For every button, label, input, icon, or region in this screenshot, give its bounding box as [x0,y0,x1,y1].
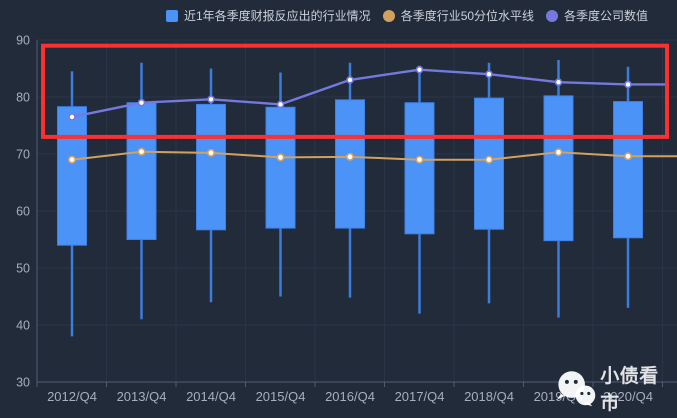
x-axis-label: 2020/Q4 [603,389,653,404]
y-axis-label: 90 [16,34,30,48]
median-percentile-line-point [345,152,354,161]
median-percentile-line [71,150,677,161]
x-axis-label: 2017/Q4 [395,389,445,404]
company-value-line-point [624,80,632,89]
median-percentile-line-point [415,155,424,164]
legend-item-company-value[interactable]: 各季度公司数值 [546,7,648,24]
watermark: 小债看市 [551,361,677,415]
y-axis-label: 60 [16,205,30,219]
median-percentile-line-point [276,153,285,162]
candle-box [126,102,157,240]
candle-box [265,106,296,229]
x-axis-label: 2016/Q4 [325,389,375,404]
median-percentile-line-point [484,155,493,164]
watermark-text: 小债看市 [600,366,659,414]
y-axis-label: 70 [16,148,30,162]
x-axis-label: 2013/Q4 [117,389,167,404]
legend-label-industry-range: 近1年各季度财报反应出的行业情况 [184,9,371,23]
legend-item-median-line[interactable]: 各季度行业50分位水平线 [382,7,535,24]
highlight-rectangle [41,43,669,139]
median-percentile-line-point [68,155,77,164]
company-value-line-point [554,78,563,86]
candle-box [543,95,574,242]
candle-box [613,101,643,239]
median-percentile-line-point [623,152,632,161]
candle-box [57,106,87,246]
candle-box [335,99,365,229]
y-axis-label: 80 [16,91,30,105]
wechat-icon [556,371,596,407]
legend-label-median-line: 各季度行业50分位水平线 [400,9,535,23]
company-value-line-point [346,76,354,84]
legend-label-company-value: 各季度公司数值 [564,9,649,23]
legend-circle-marker-icon [546,9,559,22]
company-value-line-point [137,98,146,107]
legend-circle-marker-icon [382,9,395,22]
chart-legend: 近1年各季度财报反应出的行业情况 各季度行业50分位水平线 各季度公司数值 [166,7,648,24]
candle-box [196,103,226,231]
legend-square-marker-icon [166,9,178,22]
median-percentile-line-point [554,148,563,157]
x-axis-label: 2015/Q4 [256,389,306,404]
y-axis-label: 40 [16,319,30,333]
legend-item-industry-range[interactable]: 近1年各季度财报反应出的行业情况 [166,7,371,24]
company-value-line-point [207,95,215,104]
company-value-line-point [68,113,76,121]
median-percentile-line-point [137,147,146,156]
company-value-line-point [276,100,285,109]
y-axis-label: 50 [16,262,30,276]
candle-box [404,102,435,235]
company-value-line-point [485,70,493,78]
x-axis-label: 2012/Q4 [47,389,97,404]
company-value-line [71,68,665,119]
x-axis-label: 2018/Q4 [464,389,514,404]
y-axis-label: 30 [16,376,30,390]
median-percentile-line-point [207,148,216,157]
company-value-line-point [415,65,424,74]
x-axis-label: 2014/Q4 [186,389,236,404]
